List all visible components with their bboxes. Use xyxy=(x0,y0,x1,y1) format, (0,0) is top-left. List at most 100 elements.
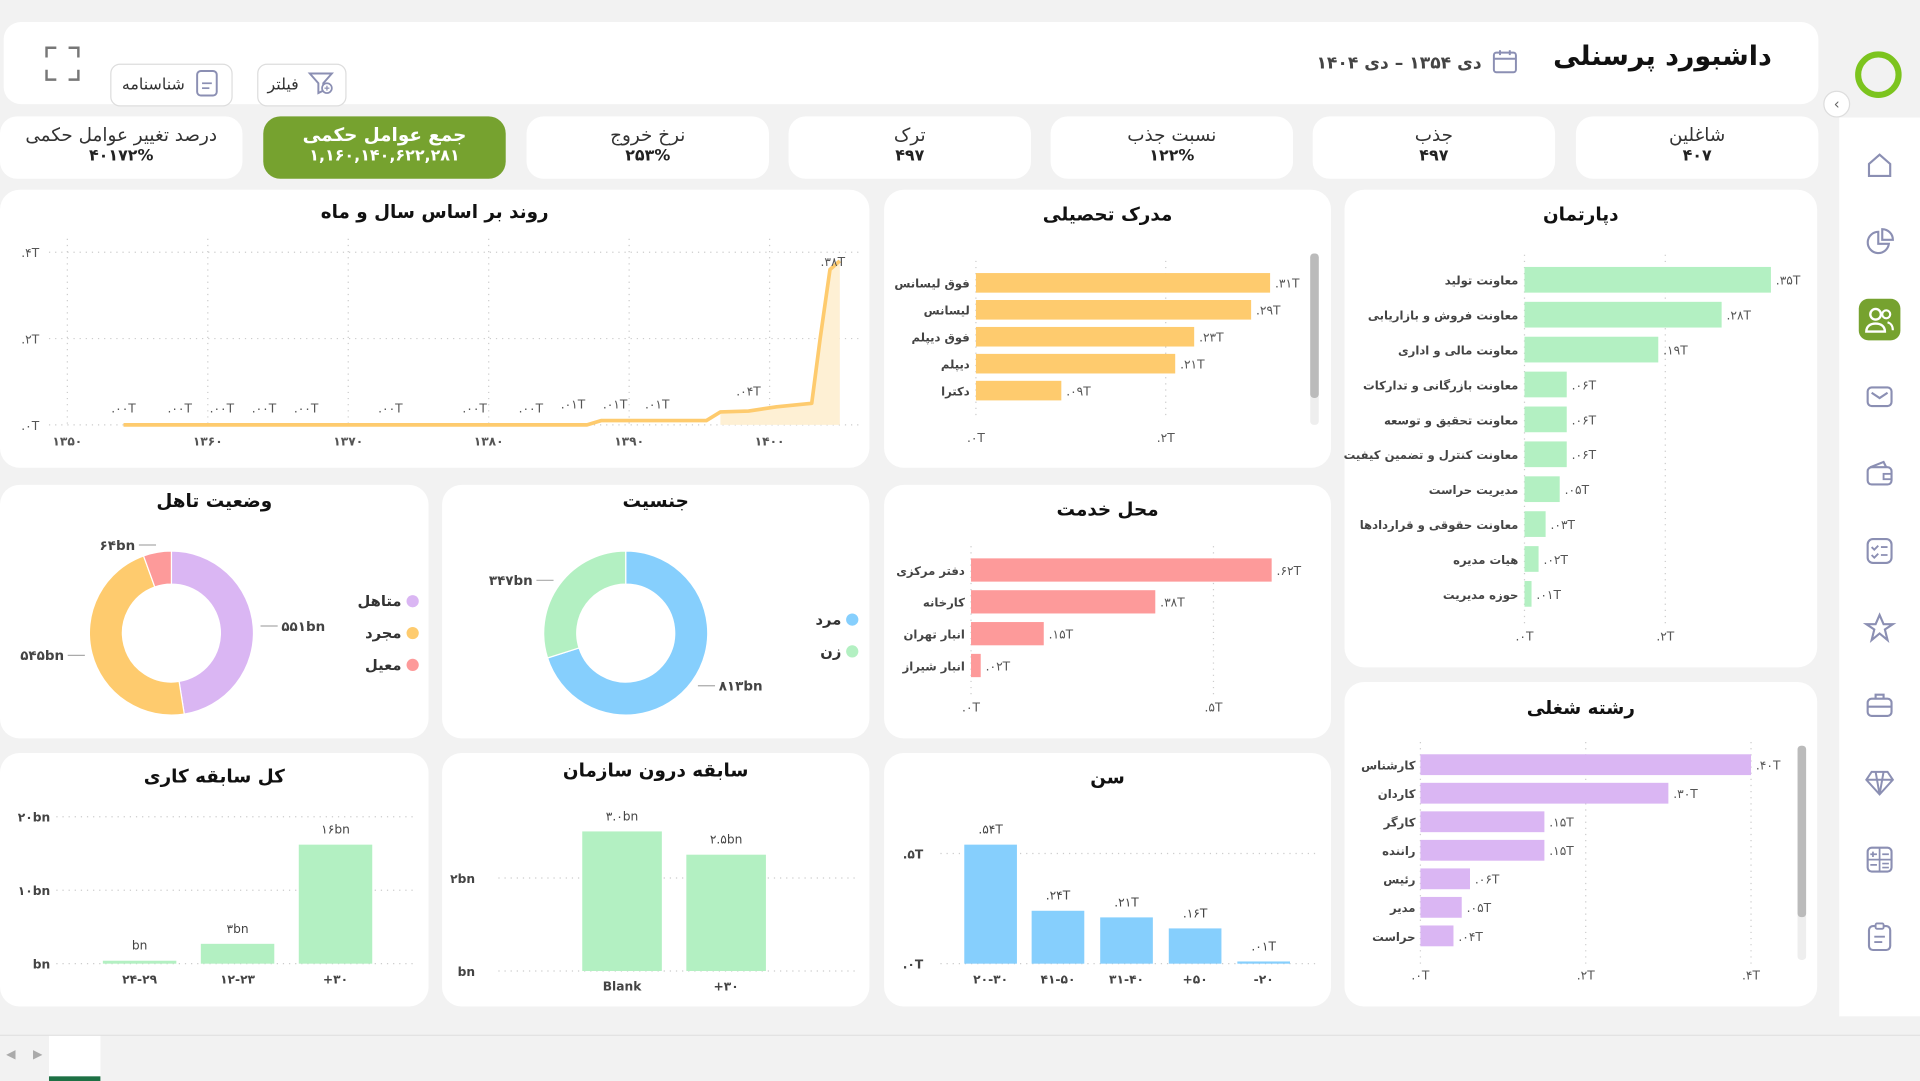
value-label: ۲.۵bn xyxy=(710,833,743,847)
legend-item[interactable]: مجرد xyxy=(358,624,419,642)
donut-slice xyxy=(170,550,255,715)
chart-title: کل سابقه کاری xyxy=(143,765,285,788)
diamond-nav-button[interactable] xyxy=(1859,762,1901,804)
fullscreen-icon xyxy=(45,46,80,81)
wallet-nav-button[interactable] xyxy=(1859,453,1901,495)
bar xyxy=(298,844,373,964)
bar xyxy=(1420,811,1545,833)
value-label: ۸۱۳bn xyxy=(719,680,763,695)
x-tick-label: .۰T xyxy=(967,431,985,445)
date-range-text: دی ۱۳۵۴ – دی ۱۴۰۴ xyxy=(1316,53,1482,74)
clipboard-icon xyxy=(1867,922,1892,952)
bar xyxy=(1420,868,1471,890)
data-label: .۰۱T xyxy=(645,397,670,411)
chart-title: وضعیت تاهل xyxy=(156,489,273,512)
legend-item[interactable]: زن xyxy=(816,643,859,660)
bar xyxy=(1524,546,1539,572)
briefcase-nav-button[interactable] xyxy=(1859,684,1901,726)
legend-item[interactable]: مرد xyxy=(816,611,859,628)
bar xyxy=(964,844,1017,964)
kpi-card[interactable]: جمع عوامل حکمی ۱,۱۶۰,۱۴۰,۶۲۲,۲۸۱ xyxy=(263,116,506,179)
y-tick-label: ۲bn xyxy=(450,872,475,886)
value-label: bn xyxy=(132,939,148,953)
chart-title: روند بر اساس سال و ماه xyxy=(320,200,549,223)
star-icon xyxy=(1862,612,1897,643)
value-label: .۲۴T xyxy=(1046,889,1071,903)
filter-label: فیلتر xyxy=(267,75,299,95)
value-label: .۲۱T xyxy=(1114,895,1139,909)
calendar-icon xyxy=(1491,48,1518,80)
legend-item[interactable]: متاهل xyxy=(358,593,419,610)
category-label: لیسانس xyxy=(924,304,970,318)
data-label: .۰۴T xyxy=(736,384,761,398)
legend-label: زن xyxy=(820,642,842,661)
legend-item[interactable]: معیل xyxy=(358,656,419,673)
fullscreen-button[interactable] xyxy=(44,45,81,87)
scroll-right-icon[interactable]: ▶ xyxy=(33,1048,43,1062)
dept-panel: دپارتمان .۰T .۲T معاونت تولید .۳۵T معاونت فرو… xyxy=(1344,189,1818,668)
x-tick-label: ۱۳۹۰ xyxy=(614,435,644,449)
kpi-card[interactable]: ترک ۴۹۷ xyxy=(788,116,1032,179)
filter-button[interactable]: فیلتر xyxy=(257,63,347,107)
data-label: .۳۸T xyxy=(821,255,846,269)
place-chart: .۰T .۵T دفتر مرکزی .۶۲T کارخانه .۳۸T انبار تهر… xyxy=(896,546,1302,714)
legend-label: معیل xyxy=(364,656,402,674)
bar xyxy=(975,380,1062,401)
category-label: ۲۰-۳۰ xyxy=(973,972,1008,986)
mail-nav-button[interactable] xyxy=(1859,376,1901,418)
category-label: کارشناس xyxy=(1361,759,1416,774)
value-label: ۳bn xyxy=(227,922,249,936)
kpi-card[interactable]: نرخ خروج ۲۵۳% xyxy=(526,116,769,179)
sheet-tab[interactable] xyxy=(48,1035,101,1081)
kpi-label: نرخ خروج xyxy=(610,123,686,146)
y-tick-label: .۲T xyxy=(21,332,39,346)
value-label: .۳۱T xyxy=(1275,277,1300,291)
filter-icon xyxy=(306,68,335,102)
x-tick-label: .۴T xyxy=(1742,969,1760,983)
bar xyxy=(1031,910,1085,964)
profile-label: شناسنامه xyxy=(121,75,185,95)
trend-chart: .۰T .۲T .۴T ۱۳۵۰ ۱۳۶۰ ۱۳۷۰ ۱۳۸۰ ۱۳۹۰ ۱۴۰۰ .۰۰T .۰۰… xyxy=(21,238,864,449)
users-icon xyxy=(1865,307,1894,333)
bar xyxy=(102,960,177,964)
kpi-card[interactable]: جذب ۴۹۷ xyxy=(1312,116,1556,179)
sidebar-collapse-button[interactable]: ‹ xyxy=(1823,90,1851,118)
scrollbar-thumb[interactable] xyxy=(1797,745,1807,918)
legend-dot-icon xyxy=(406,626,419,640)
value-label: .۰۵T xyxy=(1467,901,1492,915)
scroll-left-icon[interactable]: ◀ xyxy=(6,1048,16,1062)
kpi-label: شاغلین xyxy=(1669,123,1726,146)
scrollbar-thumb[interactable] xyxy=(1310,253,1319,398)
legend-label: مجرد xyxy=(365,624,402,642)
kpi-card[interactable]: نسبت جذب ۱۲۲% xyxy=(1050,116,1294,179)
kpi-label: نسبت جذب xyxy=(1127,123,1217,146)
home-nav-button[interactable] xyxy=(1859,144,1901,186)
data-label: .۰۰T xyxy=(462,402,487,416)
date-range[interactable]: دی ۱۳۵۴ – دی ۱۴۰۴ xyxy=(1316,48,1518,80)
y-tick-label: bn xyxy=(458,965,475,979)
data-label: .۰۰T xyxy=(111,402,136,416)
star-nav-button[interactable] xyxy=(1859,607,1901,649)
calculator-nav-button[interactable] xyxy=(1859,839,1901,881)
checklist-nav-button[interactable] xyxy=(1859,530,1901,572)
category-label: Blank xyxy=(603,980,642,994)
trend-panel: روند بر اساس سال و ماه .۰T .۲T .۴T ۱۳۵۰ ۱۳۶۰ ۱… xyxy=(0,189,870,468)
document-icon xyxy=(192,68,221,102)
category-label: فوق دیپلم xyxy=(912,331,970,346)
profile-button[interactable]: شناسنامه xyxy=(110,63,233,107)
value-label: ۳۴۷bn xyxy=(489,574,533,589)
pie-chart-nav-button[interactable] xyxy=(1859,222,1901,264)
category-label: ۲۴-۲۹ xyxy=(122,972,157,986)
y-tick-label: ۲۰bn xyxy=(18,811,50,825)
users-nav-button[interactable] xyxy=(1858,298,1901,341)
chart-title: دپارتمان xyxy=(1543,203,1619,226)
clipboard-nav-button[interactable] xyxy=(1859,916,1901,958)
edu-panel: مدرک تحصیلی .۰T .۲T فوق لیسانس .۳۱T لیسانس .۲۹… xyxy=(884,189,1332,468)
job-panel: رشته شغلی .۰T .۲T .۴T کارشناس .۴۰T کاردان .۳۰T ک… xyxy=(1344,682,1818,1007)
kpi-card[interactable]: درصد تغییر عوامل حکمی ۴۰۱۷۲% xyxy=(0,116,243,179)
kpi-card[interactable]: شاغلین ۴۰۷ xyxy=(1575,116,1819,179)
bar xyxy=(1524,511,1546,537)
value-label: .۰۶T xyxy=(1572,448,1597,462)
legend-dot-icon xyxy=(406,658,419,672)
x-tick-label: .۰T xyxy=(1516,629,1534,643)
